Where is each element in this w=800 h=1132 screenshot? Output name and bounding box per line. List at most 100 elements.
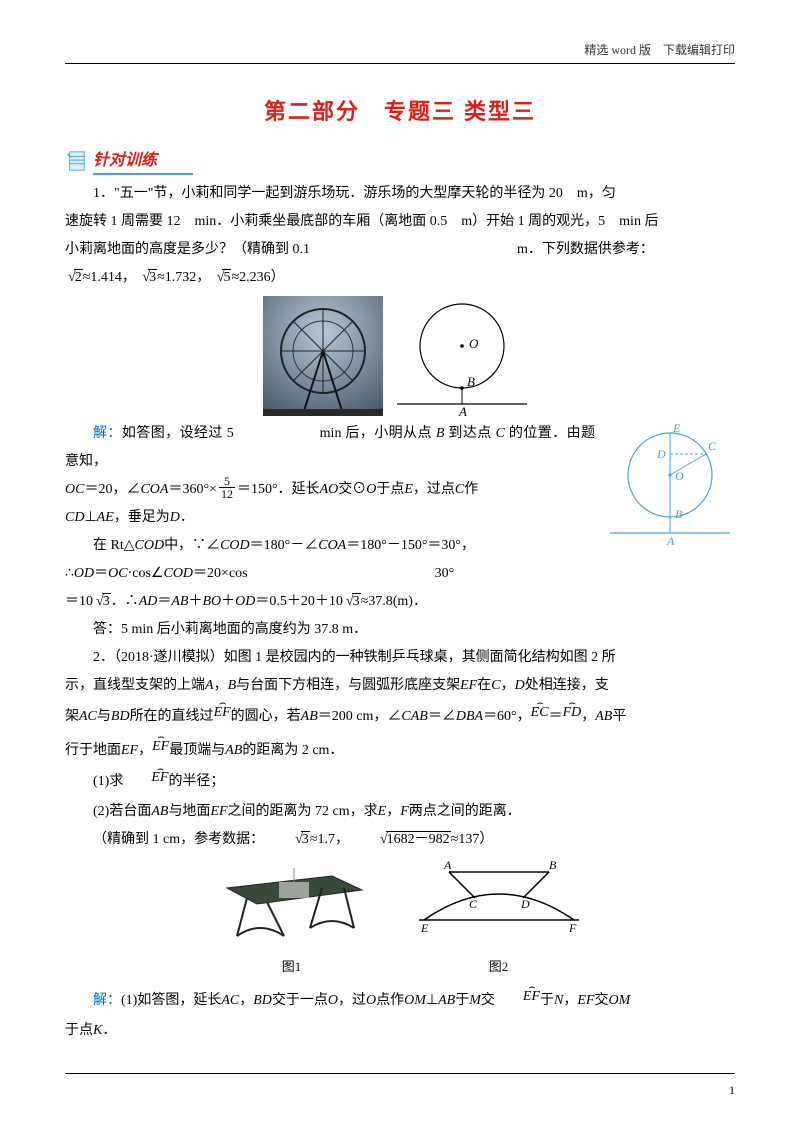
- coa2: COA: [318, 538, 346, 553]
- q2l4c: 最顶端与: [169, 743, 225, 758]
- q2p2c: 之间的距离为 72 cm，求: [228, 804, 378, 819]
- section-badge: 针对训练: [65, 148, 193, 174]
- structure-diagram: A B C D E F: [409, 858, 589, 943]
- a2l1j: ，: [563, 993, 577, 1008]
- ab: AB: [171, 594, 188, 609]
- od2: OD: [235, 594, 255, 609]
- l4d: ＝180°－150°＝30°，: [346, 538, 475, 553]
- q1-tail2: ≈1.732，: [157, 270, 210, 285]
- q2-l3: 架AC与BD所在的直线过⌢EF的圆心，若AB＝200 cm，∠CAB＝∠DBA＝…: [65, 700, 735, 734]
- a2O2: O: [366, 993, 376, 1008]
- header-rule: [65, 63, 735, 64]
- perp: ⊥: [84, 510, 96, 525]
- a2EF: EF: [577, 993, 594, 1008]
- ans1-diagram: O B A C D E: [605, 420, 735, 550]
- arc-ef: ⌢EF: [214, 700, 231, 719]
- dE: E: [420, 921, 429, 935]
- q2p3a: （精确到 1 cm，参考数据：: [93, 832, 264, 847]
- l5a: ∴: [65, 566, 74, 581]
- label-B: B: [467, 374, 475, 389]
- a2AB: AB: [438, 993, 455, 1008]
- notebook-icon: [65, 150, 87, 172]
- ans1-l1c: min 后，小明从点: [320, 426, 432, 441]
- l2g: 作: [464, 482, 478, 497]
- q2p1a: (1)求: [93, 774, 123, 789]
- ans-D: D: [656, 447, 666, 461]
- cd: CD: [65, 510, 84, 525]
- a2l2a: 于点: [65, 1023, 93, 1038]
- l6a: ＝10: [65, 594, 93, 609]
- a2l1e: 点作: [376, 993, 404, 1008]
- ans2-pref: 解：: [93, 993, 121, 1008]
- q2l4b: ，: [138, 743, 152, 758]
- a2l1h: 交: [481, 993, 495, 1008]
- q1-tail3: ≈2.236）: [231, 270, 284, 285]
- fig2-caption: 图2: [489, 959, 509, 974]
- q2l3a: 架: [65, 709, 79, 724]
- l2b: ＝360°×: [168, 482, 217, 497]
- ans1-B: B: [436, 426, 445, 441]
- l4c: ＝180°－∠: [250, 538, 319, 553]
- sqrt-3: 3: [139, 264, 157, 292]
- q2-p2: (2)若台面AB与地面EF之间的距离为 72 cm，求E，F两点之间的距离．: [65, 798, 735, 826]
- q2p3c: ≈137）: [451, 832, 494, 847]
- q2l4d: 的距离为 2 cm．: [242, 743, 343, 758]
- q1-line3: 小莉离地面的高度是多少？（精确到 0.1 m．下列数据供参考：: [65, 236, 735, 264]
- a2l1i: 于: [540, 993, 554, 1008]
- a2O: O: [328, 993, 338, 1008]
- q1-l3a: 小莉离地面的高度是多少？（精确到 0.1: [65, 242, 310, 257]
- ans1-l1d: 到达点: [448, 426, 491, 441]
- q2l4a: 行于地面: [65, 743, 121, 758]
- a2OM: OM: [404, 993, 426, 1008]
- q2l3e: ＝200 cm，∠: [318, 709, 402, 724]
- q2p3b: ≈1.7，: [310, 832, 349, 847]
- cod2: COD: [220, 538, 250, 553]
- ans-E: E: [672, 421, 681, 435]
- dC: C: [469, 897, 478, 911]
- q2BD: BD: [111, 709, 130, 724]
- sqrt3c: 3: [264, 826, 310, 854]
- q2Ep: E: [378, 804, 387, 819]
- document-page: 精选 word 版 下载编辑打印 第二部分 专题三 类型三 针对训练 1．"五一…: [0, 0, 800, 1132]
- ans2-l1: 解：(1)如答图，延长AC，BD交于一点O，过O点作OM⊥AB于M交⌢EF于N，…: [65, 986, 735, 1017]
- table-photo: [212, 858, 372, 943]
- dF: F: [568, 921, 577, 935]
- c2: C: [455, 482, 464, 497]
- q2EF3: EF: [210, 804, 227, 819]
- l6e: ＋: [221, 594, 235, 609]
- a2M: M: [469, 993, 481, 1008]
- cod: COD: [135, 538, 165, 553]
- q2-p1: (1)求⌢EF的半径；: [65, 767, 735, 798]
- q2AB4: AB: [225, 743, 242, 758]
- q2l2b: ，: [214, 678, 228, 693]
- ans-C: C: [708, 439, 717, 453]
- sqrt3b: 3: [343, 588, 361, 616]
- a2BD: BD: [253, 993, 272, 1008]
- l2a: ＝20，∠: [84, 482, 140, 497]
- l4b: 中，∵∠: [164, 538, 220, 553]
- q2p2e: 两点之间的距离．: [409, 804, 521, 819]
- q2DBA: DBA: [456, 709, 483, 724]
- q2AC: AC: [79, 709, 97, 724]
- l3b: ，垂足为: [114, 510, 170, 525]
- a2K: K: [93, 1023, 102, 1038]
- q2l3h: ，: [581, 709, 595, 724]
- q2-l2: 示，直线型支架的上端A，B与台面下方相连，与圆弧形底座支架EF在C，D处相连接，…: [65, 672, 735, 700]
- l2d: 交⊙: [338, 482, 366, 497]
- q2l2e: ，: [501, 678, 515, 693]
- q1-line1: 1．"五一"节，小莉和同学一起到游乐场玩．游乐场的大型摩天轮的半径为 20 m，…: [65, 180, 735, 208]
- q2l2a: 示，直线型支架的上端: [65, 678, 205, 693]
- a2AC: AC: [221, 993, 239, 1008]
- l2f: ，过点: [413, 482, 455, 497]
- q2l3d: 的圆心，若: [231, 709, 301, 724]
- ans-A: A: [666, 534, 675, 548]
- a2l1c: 交于一点: [272, 993, 328, 1008]
- fig1-caption: 图1: [282, 959, 302, 974]
- ans1-l1b: 如答图，设经过 5: [122, 426, 234, 441]
- arc-fd: ⌢FD: [563, 700, 582, 719]
- arc-ef2: ⌢EF: [152, 734, 169, 753]
- bo: BO: [202, 594, 221, 609]
- q2l2d: 在: [477, 678, 491, 693]
- q2l3c: 所在的直线过: [130, 709, 214, 724]
- page-header: 精选 word 版 下载编辑打印: [584, 38, 735, 62]
